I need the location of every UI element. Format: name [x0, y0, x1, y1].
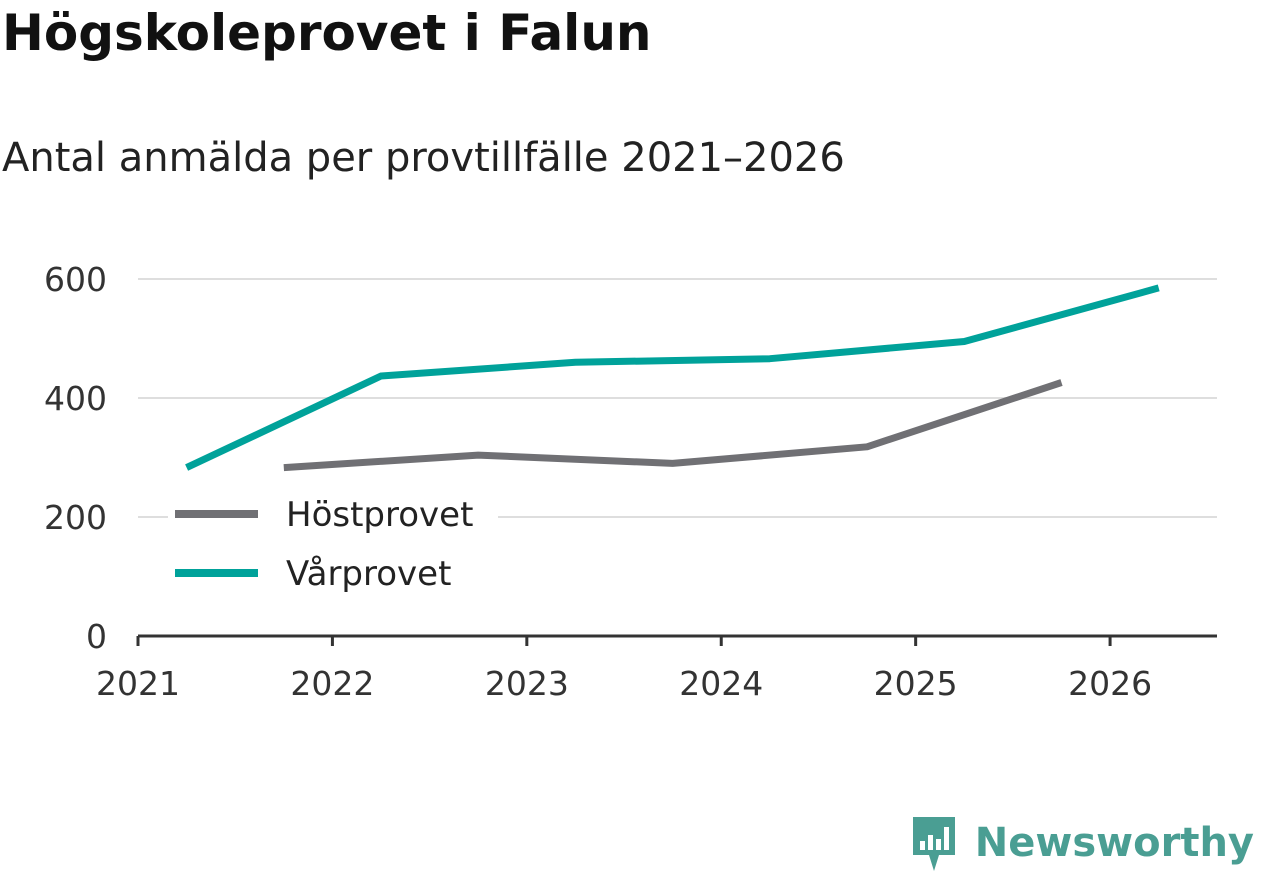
x-tick-label: 2024 — [679, 664, 763, 703]
x-tick-label: 2022 — [290, 664, 374, 703]
x-tick-label: 2023 — [485, 664, 569, 703]
x-axis — [136, 634, 1217, 646]
x-tick-label: 2026 — [1068, 664, 1152, 703]
series-line-hostprovet — [283, 379, 1063, 472]
y-tick-label: 400 — [44, 379, 107, 418]
x-tick-label: 2025 — [874, 664, 958, 703]
series-lines — [185, 284, 1160, 472]
y-tick-label: 600 — [44, 260, 107, 299]
y-axis-tick-labels: 0 200 400 600 — [44, 260, 107, 656]
legend-label: Höstprovet — [286, 495, 473, 535]
x-axis-tick-labels: 2021 2022 2023 2024 2025 2026 — [96, 664, 1152, 703]
legend-label: Vårprovet — [286, 554, 451, 594]
chart-subtitle: Antal anmälda per provtillfälle 2021–202… — [2, 135, 845, 181]
legend: Höstprovet Vårprovet — [168, 492, 498, 604]
brand-name: Newsworthy — [974, 820, 1254, 866]
newsworthy-logo: Newsworthy — [909, 813, 1254, 873]
chart-title: Högskoleprovet i Falun — [2, 4, 652, 62]
bar-chart-bubble-icon — [912, 817, 955, 871]
series-line-varprovet — [185, 284, 1160, 471]
y-tick-label: 0 — [86, 617, 107, 656]
x-tick-label: 2021 — [96, 664, 180, 703]
y-tick-label: 200 — [44, 498, 107, 537]
